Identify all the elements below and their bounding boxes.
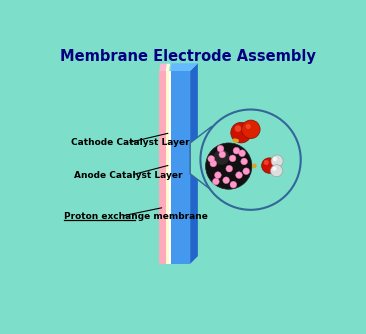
- Polygon shape: [171, 71, 190, 264]
- Circle shape: [231, 122, 251, 143]
- Circle shape: [243, 168, 250, 175]
- Circle shape: [201, 110, 301, 210]
- Text: Cathode Catalyst Layer: Cathode Catalyst Layer: [71, 139, 189, 147]
- Circle shape: [229, 155, 236, 162]
- Circle shape: [270, 165, 283, 177]
- Circle shape: [226, 165, 232, 172]
- Circle shape: [236, 172, 242, 178]
- Polygon shape: [169, 71, 171, 264]
- Circle shape: [271, 155, 283, 167]
- Text: Membrane Electrode Assembly: Membrane Electrode Assembly: [60, 49, 315, 64]
- Circle shape: [262, 158, 277, 173]
- Circle shape: [273, 157, 277, 161]
- Circle shape: [214, 172, 221, 178]
- Polygon shape: [166, 64, 170, 71]
- Circle shape: [213, 178, 219, 185]
- Polygon shape: [166, 71, 169, 264]
- Circle shape: [230, 181, 237, 188]
- Polygon shape: [171, 63, 198, 71]
- Circle shape: [214, 149, 229, 165]
- Circle shape: [272, 167, 277, 171]
- Circle shape: [233, 147, 240, 154]
- FancyArrowPatch shape: [235, 140, 237, 141]
- Circle shape: [206, 143, 252, 189]
- Circle shape: [210, 160, 217, 167]
- Circle shape: [239, 150, 246, 157]
- Circle shape: [219, 151, 225, 158]
- Circle shape: [217, 145, 224, 152]
- Circle shape: [223, 177, 229, 184]
- Circle shape: [208, 156, 214, 162]
- Circle shape: [242, 120, 260, 139]
- Circle shape: [235, 125, 241, 132]
- Polygon shape: [190, 63, 198, 264]
- Circle shape: [264, 160, 269, 165]
- Text: Anode Catalyst Layer: Anode Catalyst Layer: [74, 171, 183, 180]
- Polygon shape: [190, 126, 212, 190]
- Circle shape: [246, 124, 251, 129]
- Text: Proton exchange membrane: Proton exchange membrane: [64, 212, 208, 221]
- Polygon shape: [159, 64, 167, 71]
- Polygon shape: [159, 71, 166, 264]
- Circle shape: [241, 158, 247, 165]
